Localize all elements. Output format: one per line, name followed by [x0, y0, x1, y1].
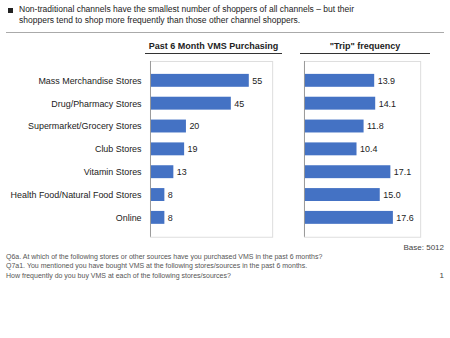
html-text:How frequently do you buy VMS: How frequently do you buy VMS at each of…	[6, 271, 231, 279]
svg-text:11.8: 11.8	[367, 121, 384, 131]
html-text:Q6a. At which of the following: Q6a. At which of the following stores or…	[6, 252, 323, 260]
svg-text:15.0: 15.0	[383, 190, 400, 200]
svg-text:10.4: 10.4	[360, 144, 377, 154]
svg-text:13: 13	[177, 167, 187, 177]
html-text:1: 1	[439, 271, 444, 281]
svg-text:13.9: 13.9	[378, 76, 395, 86]
svg-text:Club Stores: Club Stores	[95, 144, 142, 154]
svg-text:19: 19	[188, 144, 198, 154]
svg-text:14.1: 14.1	[379, 99, 396, 109]
svg-text:Mass Merchandise Stores: Mass Merchandise Stores	[38, 76, 142, 86]
html-text:Q7a1. You mentioned you have b: Q7a1. You mentioned you have bought VMS …	[6, 262, 308, 270]
html-text:"Trip" frequency: "Trip" frequency	[329, 41, 401, 51]
html-text:Non-traditional channels have: Non-traditional channels have the smalle…	[19, 4, 354, 14]
svg-text:Vitamin Stores: Vitamin Stores	[84, 167, 142, 177]
svg-text:Online: Online	[116, 213, 142, 223]
svg-text:8: 8	[168, 213, 173, 223]
html-text:Past 6 Month VMS Purchasing: Past 6 Month VMS Purchasing	[148, 41, 279, 51]
svg-text:17.1: 17.1	[394, 167, 411, 177]
svg-text:Health Food/Natural Food Store: Health Food/Natural Food Stores	[11, 190, 142, 200]
html-text:shoppers tend to shop more fre: shoppers tend to shop more frequently th…	[19, 15, 301, 25]
svg-text:45: 45	[234, 99, 244, 109]
html-text:Base: 5012: Base: 5012	[403, 242, 444, 252]
svg-text:55: 55	[252, 76, 262, 86]
svg-text:Supermarket/Grocery Stores: Supermarket/Grocery Stores	[28, 121, 142, 131]
svg-text:17.6: 17.6	[396, 213, 413, 223]
svg-text:8: 8	[168, 190, 173, 200]
svg-text:20: 20	[189, 121, 199, 131]
svg-text:Drug/Pharmacy Stores: Drug/Pharmacy Stores	[51, 99, 142, 109]
